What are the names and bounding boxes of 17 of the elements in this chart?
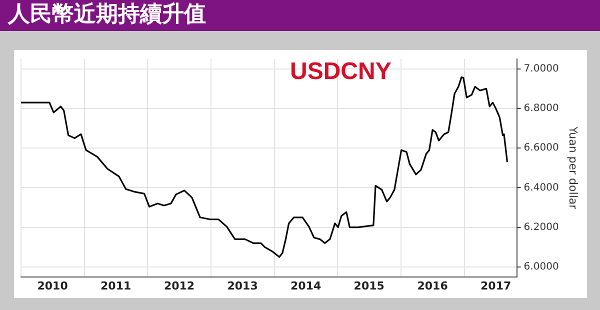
x-tick-label: 2016	[417, 279, 448, 292]
y-axis-title: Yuan per dollar	[566, 126, 580, 210]
x-tick-label: 2017	[480, 279, 512, 292]
y-tick-label: 7.0000	[524, 63, 559, 74]
x-tick-label: 2014	[290, 279, 322, 292]
chart-subtitle: USDCNY	[290, 58, 392, 86]
x-tick-label: 2011	[100, 279, 132, 292]
x-tick-label: 2015	[354, 279, 384, 292]
y-tick-label: 6.2000	[524, 222, 559, 233]
x-tick-label: 2013	[227, 279, 258, 292]
y-tick-label: 6.6000	[524, 142, 559, 154]
y-tick-label: 6.4000	[524, 182, 559, 194]
y-tick-label: 6.0000	[524, 261, 559, 272]
x-tick-label: 2010	[37, 279, 68, 292]
x-tick-label: 2012	[164, 279, 195, 292]
chart-title: 人民幣近期持續升值	[8, 2, 206, 28]
y-tick-label: 6.8000	[524, 103, 559, 114]
